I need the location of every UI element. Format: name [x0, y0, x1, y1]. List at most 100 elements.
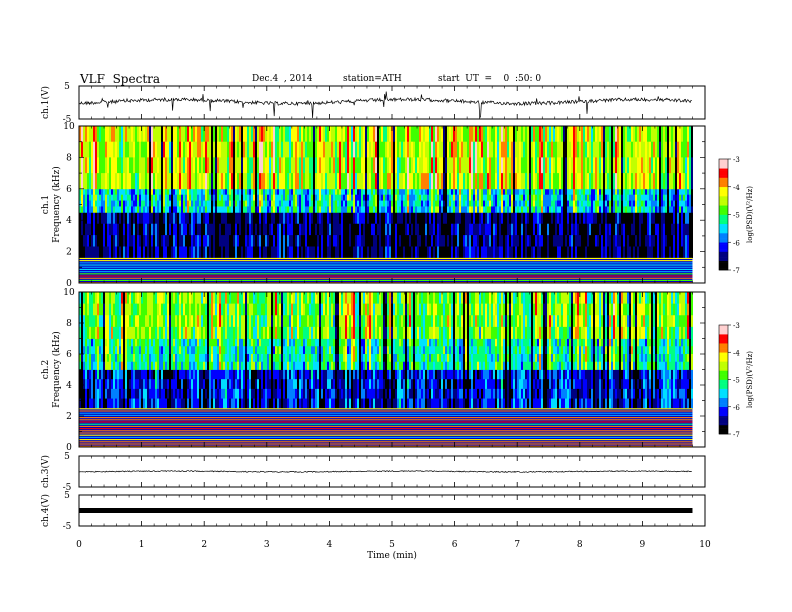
ch1-spec-cell — [427, 235, 429, 247]
ch1-spec-cell — [633, 246, 635, 259]
ch1-spec-cell — [283, 141, 285, 158]
ch1-spec-cell — [335, 157, 337, 174]
ch1-spec-cell — [469, 235, 471, 247]
ch2-spec-cell — [133, 379, 135, 390]
ch1-spec-cell — [677, 188, 679, 196]
ch1-spec-cell — [511, 206, 513, 213]
ch1-spec-cell — [451, 223, 453, 236]
ch2-spec-cell — [133, 354, 135, 363]
ch1-spec-cell — [469, 223, 471, 236]
ch1-spec-cell — [155, 246, 157, 259]
ch1-spec-cell — [107, 223, 109, 236]
ch1-spec-cell — [213, 126, 215, 143]
ch1-spec-cell — [439, 246, 441, 259]
ch1-spec-cell — [681, 157, 683, 174]
ch1-spec-cell — [533, 141, 535, 158]
ch1-spec-cell — [461, 223, 463, 236]
ch1-spec-cell — [673, 200, 675, 207]
ch1-spec-cell — [383, 157, 385, 174]
ch1-spec-cell — [99, 157, 101, 174]
ch1-spec-cell — [491, 188, 493, 196]
ch1-spec-cell — [515, 194, 517, 201]
ch1-spec-cell — [253, 173, 255, 190]
ch1-spec-cell — [127, 223, 129, 236]
ch1-spec-cell — [245, 206, 247, 213]
ch2-spec-cell — [157, 326, 159, 339]
ch1-spec-cell — [189, 206, 191, 213]
ch2-spec-cell — [199, 388, 201, 399]
ch2-spec-cell — [115, 361, 117, 370]
ch1-spec-cell — [231, 188, 233, 196]
ch1-spec-cell — [289, 223, 291, 236]
ch1-spec-cell — [255, 194, 257, 201]
ch1-spec-cell — [169, 157, 171, 174]
ch1-spec-cell — [417, 212, 419, 225]
ch1-spec-cell — [203, 157, 205, 174]
ch1-spec-cell — [139, 223, 141, 236]
ch1-spec-cell — [527, 206, 529, 213]
ch1-spec-cell — [597, 188, 599, 196]
ch1-spec-cell — [523, 126, 525, 143]
ch1-spec-cell — [687, 173, 689, 190]
ch1-spec-cell — [359, 173, 361, 190]
ch1-spec-cell — [333, 206, 335, 213]
ch1-spec-cell — [503, 194, 505, 201]
ch1-spec-cell — [665, 157, 667, 174]
ch1-spec-cell — [121, 212, 123, 225]
ch1-spec-cell — [285, 223, 287, 236]
ch1-spec-cell — [357, 206, 359, 213]
ch1-spec-cell — [391, 141, 393, 158]
ch1-spec-cell — [355, 126, 357, 143]
ch2-spec-cell — [151, 292, 153, 305]
ch1-spec-cell — [349, 212, 351, 225]
ch1-spec-cell — [95, 173, 97, 190]
ch1-spec-cell — [643, 194, 645, 201]
ch2-spec-cell — [83, 315, 85, 328]
ch1-spec-cell — [141, 126, 143, 143]
ch1-spec-cell — [525, 223, 527, 236]
ch2-spec-cell — [229, 346, 231, 355]
ch1-spec-cell — [447, 206, 449, 213]
ch1-spec-cell — [485, 188, 487, 196]
ch1-spec-cell — [417, 173, 419, 190]
ch1-spec-cell — [287, 188, 289, 196]
ch1-spec-cell — [263, 173, 265, 190]
ch1-spec-cell — [581, 206, 583, 213]
ch1-spec-cell — [203, 141, 205, 158]
ch1-spec-cell — [407, 235, 409, 247]
ch1-spec-cell — [145, 173, 147, 190]
ch1-spec-cell — [235, 126, 237, 143]
ch2-spec-cell — [239, 326, 241, 339]
ch1-spec-cell — [499, 188, 501, 196]
ch1-spec-cell — [539, 200, 541, 207]
ch1-spec-cell — [269, 223, 271, 236]
ch1-spec-cell — [537, 188, 539, 196]
ch1-spec-cell — [191, 188, 193, 196]
ch1-spec-cell — [263, 188, 265, 196]
ch1-spec-cell — [247, 235, 249, 247]
ch1-spec-cell — [517, 173, 519, 190]
ch1-spec-cell — [181, 141, 183, 158]
ch1-spec-cell — [435, 200, 437, 207]
ch1-spec-cell — [491, 212, 493, 225]
ch1-spec-cell — [457, 206, 459, 213]
ch1-spec-cell — [435, 126, 437, 143]
ch2-spec-cell — [149, 303, 151, 316]
ch1-spec-cell — [99, 206, 101, 213]
ch1-spec-cell — [481, 246, 483, 259]
ch1-spec-cell — [547, 200, 549, 207]
ch1-spec-cell — [511, 194, 513, 201]
ch1-spec-cell — [457, 200, 459, 207]
ch1-spec-cell — [463, 212, 465, 225]
ch1-spec-cell — [197, 141, 199, 158]
ch1-spec-cell — [131, 157, 133, 174]
ch2-spec-cell — [157, 346, 159, 355]
ch1-spec-cell — [403, 188, 405, 196]
ch1-spec-cell — [475, 188, 477, 196]
ch1-spec-cell — [533, 206, 535, 213]
ch1-spec-cell — [573, 200, 575, 207]
ch1-spec-cell — [269, 173, 271, 190]
ch1-spec-cell — [203, 223, 205, 236]
ch2-spec-cell — [91, 315, 93, 328]
ch2-spec-cell — [211, 361, 213, 370]
